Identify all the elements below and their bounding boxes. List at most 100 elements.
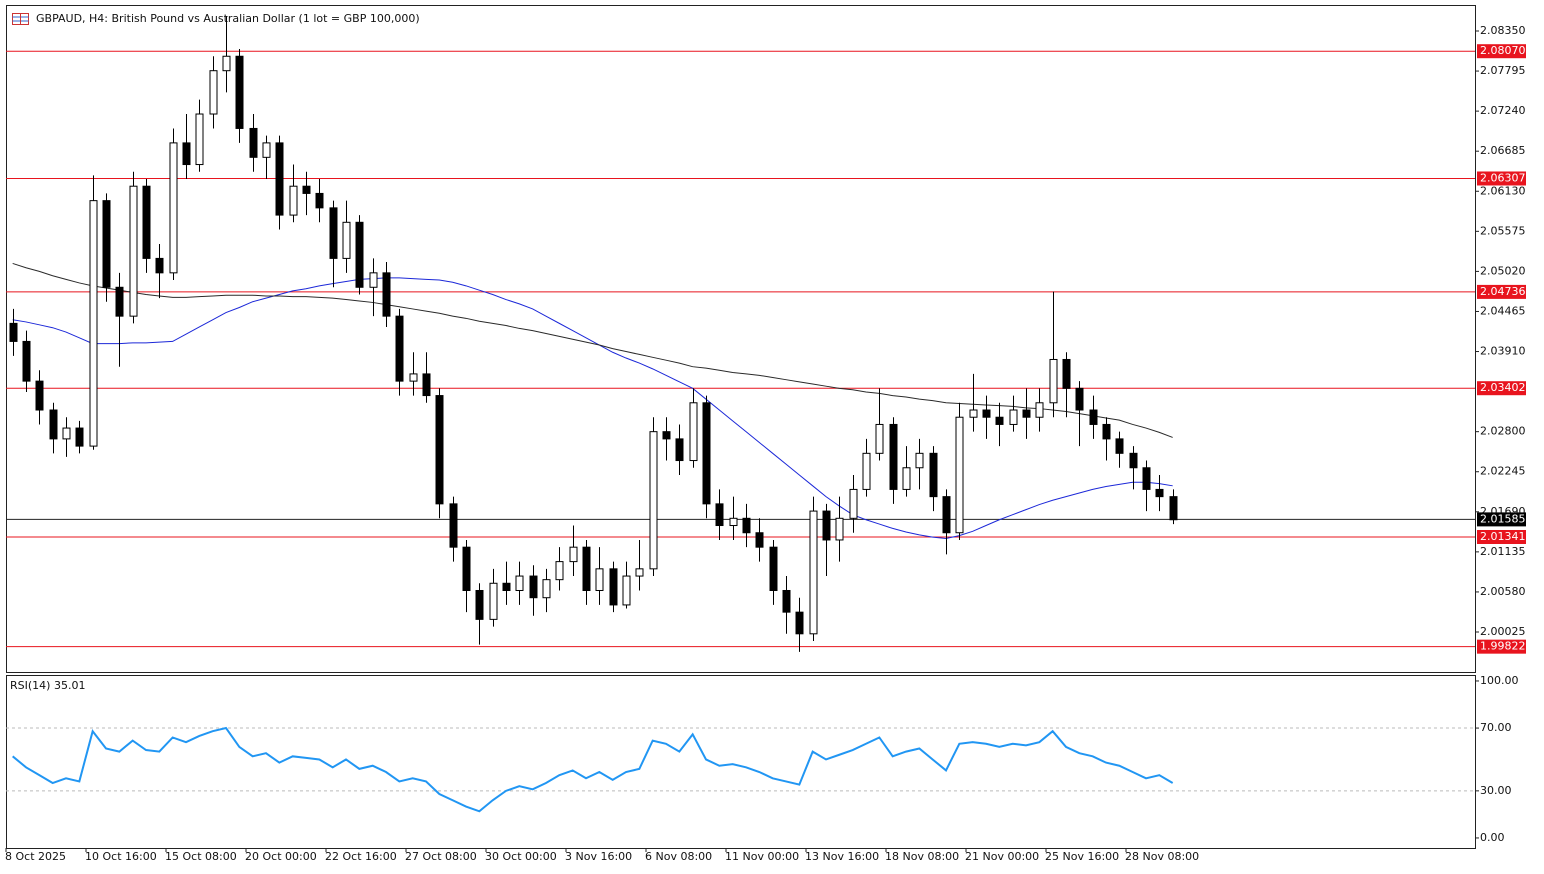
level-label: 2.01341 (1480, 530, 1526, 543)
candle-body (35, 380, 44, 411)
candle-body (1102, 423, 1111, 440)
candle-body (595, 568, 604, 591)
y-tick-label: 2.08350 (1480, 24, 1526, 37)
candle-body (9, 322, 18, 342)
level-label-box (1477, 639, 1526, 654)
candle-body (715, 503, 724, 527)
candle-body (462, 546, 471, 591)
rsi-title: RSI(14) 35.01 (10, 679, 85, 692)
candle-body (889, 423, 898, 490)
candle-body (169, 142, 178, 274)
candle-body (969, 409, 978, 418)
candle-body (235, 55, 244, 129)
candle-body (75, 427, 84, 447)
candle-body (795, 611, 804, 635)
candle-body (62, 427, 71, 440)
candle-body (1129, 452, 1138, 469)
candle-body (755, 532, 764, 548)
y-tick-label: 2.05020 (1480, 264, 1526, 277)
candle-body (822, 510, 831, 541)
x-tick-label: 18 Nov 08:00 (885, 850, 959, 863)
candle-body (89, 200, 98, 447)
candle-body (635, 568, 644, 577)
candle-body (249, 127, 258, 158)
candle-body (955, 416, 964, 534)
candle-body (809, 510, 818, 635)
candle-body (262, 142, 271, 158)
candle-body (222, 55, 231, 72)
candle-body (329, 207, 338, 259)
rsi-tick-label: 30.00 (1480, 784, 1512, 797)
candle-body (395, 315, 404, 382)
candle-body (835, 517, 844, 541)
y-tick-label: 2.05575 (1480, 224, 1526, 237)
candle-body (875, 423, 884, 454)
candle-body (1022, 409, 1031, 418)
x-tick-label: 28 Nov 08:00 (1125, 850, 1199, 863)
candle-body (355, 221, 364, 288)
candle-body (435, 395, 444, 505)
candle-body (1075, 387, 1084, 411)
candle-body (995, 416, 1004, 425)
x-tick-label: 3 Nov 16:00 (565, 850, 632, 863)
level-label: 2.04736 (1480, 285, 1526, 298)
level-label: 2.06307 (1480, 171, 1526, 184)
candle-body (542, 579, 551, 599)
y-tick-label: 2.00025 (1480, 625, 1526, 638)
level-label: 1.99822 (1480, 640, 1526, 653)
last-price-label: 2.01585 (1480, 512, 1526, 525)
x-tick-label: 21 Nov 00:00 (965, 850, 1039, 863)
candle-body (942, 496, 951, 534)
candle-body (115, 286, 124, 317)
y-tick-label: 2.04465 (1480, 304, 1526, 317)
moving-average (12, 262, 1173, 438)
x-tick-label: 30 Oct 00:00 (485, 850, 557, 863)
candle-body (769, 546, 778, 591)
y-tick-label: 2.03910 (1480, 345, 1526, 358)
candle-body (342, 221, 351, 259)
candle-body (729, 517, 738, 527)
level-label-box (1477, 284, 1526, 299)
candle-body (502, 582, 511, 591)
candle-body (1062, 358, 1071, 389)
candle-body (289, 185, 298, 216)
candle-body (449, 503, 458, 548)
candle-body (902, 467, 911, 490)
x-tick-label: 13 Nov 16:00 (805, 850, 879, 863)
y-tick-label: 2.01135 (1480, 545, 1526, 558)
candle-body (382, 272, 391, 317)
last-price-box (1477, 512, 1526, 527)
candle-body (1035, 402, 1044, 418)
candle-body (689, 402, 698, 462)
candle-body (662, 431, 671, 440)
level-label: 2.03402 (1480, 381, 1526, 394)
x-tick-label: 22 Oct 16:00 (325, 850, 397, 863)
moving-average (12, 277, 1173, 540)
candle-body (849, 488, 858, 519)
candle-body (209, 70, 218, 115)
candle-body (369, 272, 378, 288)
price-panel-frame (6, 5, 1476, 673)
level-label-box (1477, 381, 1526, 396)
candle-body (862, 452, 871, 490)
candle-body (22, 340, 31, 382)
candle-body (275, 142, 284, 216)
candle-body (182, 142, 191, 166)
candle-body (555, 561, 564, 581)
level-label-box (1477, 44, 1526, 59)
x-tick-label: 6 Nov 08:00 (645, 850, 712, 863)
y-tick-label: 2.07240 (1480, 104, 1526, 117)
y-tick-label: 2.02800 (1480, 425, 1526, 438)
candle-body (782, 589, 791, 613)
candle-body (1089, 409, 1098, 425)
candle-body (155, 257, 164, 274)
symbol-icon (12, 13, 29, 25)
candle-body (742, 517, 751, 534)
x-tick-label: 11 Nov 00:00 (725, 850, 799, 863)
candle-body (1115, 438, 1124, 454)
candle-body (702, 402, 711, 505)
candle-body (129, 185, 138, 317)
